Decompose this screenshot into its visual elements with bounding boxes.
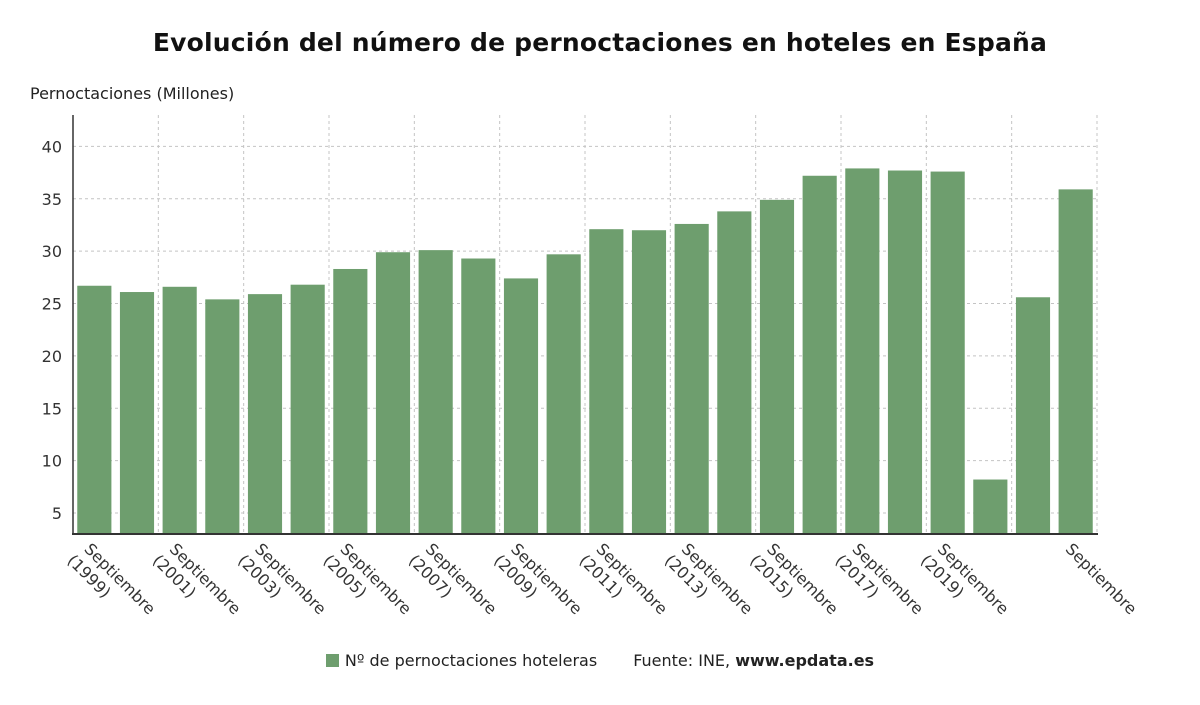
bar	[77, 285, 112, 534]
bar	[503, 278, 539, 534]
y-tick-label: 40	[42, 137, 62, 156]
bar	[461, 258, 496, 534]
x-tick-label: Septiembre(2001)	[149, 537, 245, 633]
legend-series-label: Nº de pernoctaciones hoteleras	[344, 651, 598, 670]
x-tick-label: Septiembre(1999)	[64, 537, 160, 633]
bar	[1015, 297, 1051, 534]
y-tick-label: 35	[42, 190, 62, 209]
axes-layer	[72, 115, 1098, 535]
bar	[887, 170, 923, 534]
bars-layer	[77, 168, 1093, 535]
bar	[290, 284, 325, 534]
y-tick-label: 25	[42, 295, 62, 314]
bar	[845, 168, 880, 535]
x-tick-label: Septiembre(2019)	[917, 537, 1013, 633]
x-tick-labels: Septiembre(1999) Septiembre(2001) Septiemb…	[64, 537, 1141, 633]
bar	[418, 250, 453, 534]
x-tick-label: Septiembre(2017)	[832, 537, 928, 633]
bar	[119, 292, 155, 534]
y-tick-label: 20	[42, 347, 62, 366]
legend-swatch	[325, 654, 339, 667]
y-tick-label: 10	[42, 452, 62, 471]
chart-title: Evolución del número de pernoctaciones e…	[152, 28, 1048, 57]
bar	[973, 479, 1008, 534]
x-tick-label: Septiembre(2011)	[576, 537, 672, 633]
bar	[589, 229, 624, 535]
bar	[1058, 189, 1093, 534]
bar	[375, 252, 411, 534]
bar	[162, 286, 197, 534]
source-note: Fuente: INE, www.epdata.es	[633, 651, 874, 670]
y-tick-label: 30	[42, 242, 62, 261]
bar	[802, 175, 837, 534]
bar	[205, 299, 240, 534]
bar	[631, 230, 667, 534]
source-prefix: Fuente: INE,	[633, 651, 731, 670]
x-tick-label: Septiembre(2013)	[661, 537, 757, 633]
y-tick-label: 15	[42, 399, 62, 418]
bar	[930, 171, 965, 534]
x-tick-label: Septiembre(2007)	[405, 537, 501, 633]
y-tick-label: 5	[52, 504, 62, 523]
bar	[717, 211, 752, 534]
x-tick-label: Septiembre(2015)	[746, 537, 842, 633]
x-tick-label: Septiembre(2005)	[320, 537, 416, 633]
y-axis-label: Pernoctaciones (Millones)	[30, 84, 235, 103]
legend: Nº de pernoctaciones hoteleras Fuente: IN…	[0, 651, 1200, 670]
bar	[333, 268, 368, 534]
source-site: www.epdata.es	[735, 651, 875, 670]
x-tick-label: Septiembre	[1062, 539, 1141, 618]
bar	[247, 294, 283, 534]
x-tick-label: Septiembre(2003)	[234, 537, 330, 633]
x-tick-label: Septiembre(2009)	[490, 537, 586, 633]
bar	[759, 199, 795, 534]
bar	[674, 223, 709, 534]
x-tick-label-line: Septiembre	[1062, 539, 1141, 618]
grid-layer	[73, 115, 1098, 534]
y-tick-labels: 5 10 15 20 25 30 35 40	[42, 137, 62, 523]
bar	[546, 254, 581, 534]
